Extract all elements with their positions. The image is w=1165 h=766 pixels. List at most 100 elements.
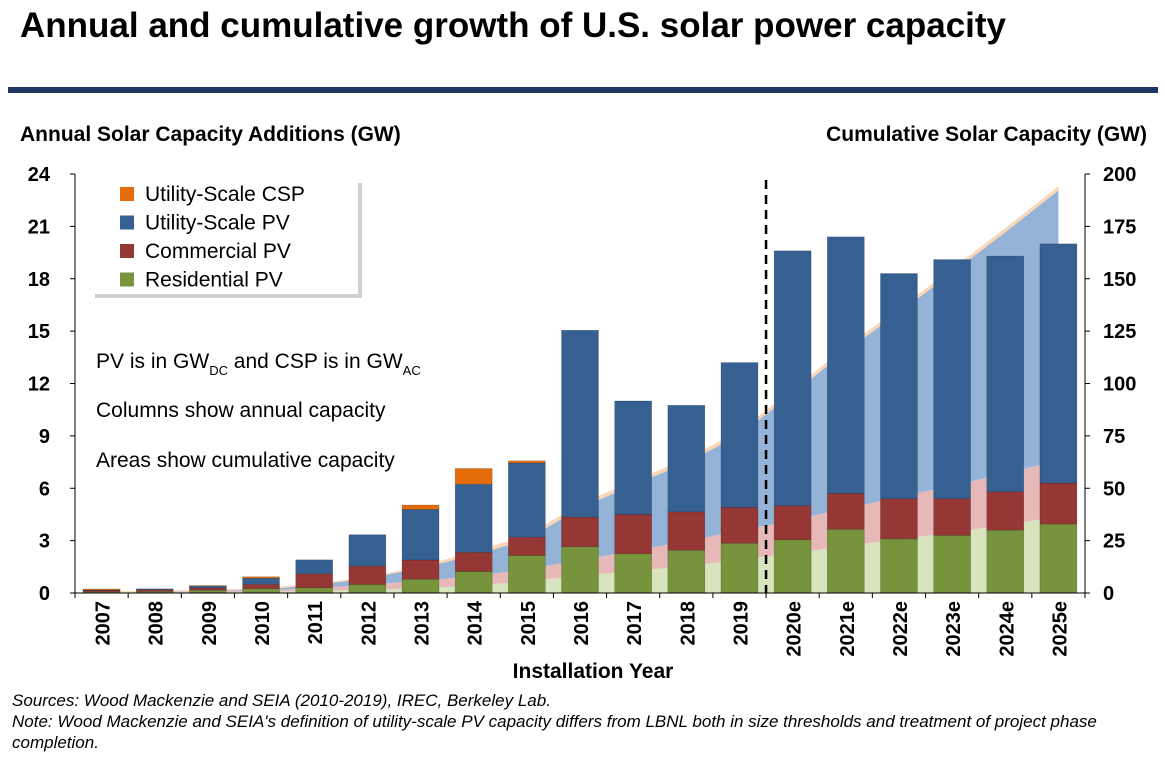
x-tick-label: 2019 [730, 601, 752, 646]
bar-utility-pv-2018 [667, 405, 706, 513]
bar-utility-pv-2023e [933, 259, 971, 500]
bar-utility-csp-2014 [454, 468, 493, 485]
x-tick-label: 2016 [571, 601, 593, 646]
bar-commercial-pv-2016 [561, 516, 599, 548]
bar-residential-pv-2025e [1039, 523, 1078, 594]
bar-commercial-pv-2011 [295, 573, 334, 589]
bar-commercial-pv-2020e [773, 505, 812, 541]
bar-commercial-pv-2015 [508, 536, 546, 556]
bar-utility-pv-2025e [1039, 243, 1078, 484]
bar-commercial-pv-2014 [454, 552, 493, 572]
bar-residential-pv-2015 [508, 555, 546, 594]
bar-residential-pv-2019 [720, 542, 759, 594]
x-axis-title: Installation Year [513, 660, 674, 683]
right-tick-label: 150 [1103, 269, 1136, 291]
bar-utility-pv-2020e [773, 250, 812, 507]
x-tick-label: 2020e [784, 601, 806, 657]
bar-residential-pv-2018 [667, 549, 706, 594]
bar-residential-pv-2010 [242, 588, 280, 594]
left-tick-label: 24 [28, 164, 51, 186]
bar-utility-csp-2007 [82, 588, 121, 591]
right-tick-label: 50 [1103, 478, 1125, 500]
legend-swatch [120, 187, 134, 201]
bar-commercial-pv-2017 [614, 514, 652, 555]
left-tick-label: 12 [28, 374, 50, 396]
bar-utility-pv-2016 [561, 329, 599, 518]
bar-utility-pv-2021e [826, 236, 865, 494]
right-tick-label: 0 [1103, 583, 1114, 605]
x-tick-label: 2010 [252, 601, 274, 646]
definition-note: Note: Wood Mackenzie and SEIA's definiti… [12, 712, 1097, 752]
bar-utility-pv-2010 [242, 577, 280, 585]
left-tick-label: 0 [39, 583, 50, 605]
left-axis-title: Annual Solar Capacity Additions (GW) [20, 123, 401, 146]
bar-utility-pv-2017 [614, 400, 652, 515]
bar-commercial-pv-2012 [348, 565, 387, 585]
area-utility-pv [101, 190, 1059, 593]
bar-utility-pv-2007 [82, 589, 121, 591]
x-tick-label: 2013 [412, 601, 434, 646]
x-tick-label: 2017 [624, 601, 646, 646]
bar-utility-pv-2011 [295, 559, 334, 575]
bar-residential-pv-2024e [986, 529, 1025, 594]
bar-utility-csp-2009 [189, 585, 227, 587]
bar-commercial-pv-2025e [1039, 482, 1078, 525]
legend-swatch [120, 244, 134, 258]
tick-labels: 0 3 6 9 12 15 18 21 24 0 25 50 75 100 125 150 175 200 2007… [28, 164, 1137, 657]
left-tick-label: 6 [39, 478, 50, 500]
x-tick-label: 2014 [465, 600, 487, 645]
bar-residential-pv-2020e [773, 539, 812, 594]
bar-commercial-pv-2013 [401, 559, 440, 580]
x-tick-label: 2012 [358, 601, 380, 646]
columns-note: Columns show annual capacity [96, 399, 386, 422]
x-tick-label: 2018 [677, 601, 699, 646]
bar-commercial-pv-2023e [933, 498, 971, 536]
units-note: PV is in GWDC and CSP is in GWAC [96, 350, 421, 378]
bar-residential-pv-2016 [561, 546, 599, 594]
right-tick-label: 175 [1103, 216, 1136, 238]
chart-annotations: PV is in GWDC and CSP is in GWAC Columns… [96, 350, 421, 472]
x-tick-label: 2025e [1049, 601, 1071, 657]
x-tick-label: 2011 [305, 601, 327, 644]
bar-commercial-pv-2018 [667, 511, 706, 551]
bar-residential-pv-2012 [348, 584, 387, 594]
bar-utility-csp-2010 [242, 576, 280, 579]
right-tick-label: 125 [1103, 321, 1136, 343]
legend-label: Commercial PV [145, 240, 291, 263]
x-tick-label: 2007 [93, 601, 115, 646]
bar-commercial-pv-2009 [189, 587, 227, 591]
bar-utility-pv-2012 [348, 534, 387, 567]
x-tick-label: 2008 [146, 601, 168, 646]
x-tick-label: 2023e [943, 601, 965, 657]
legend-label: Residential PV [145, 269, 283, 292]
bar-utility-pv-2015 [508, 462, 546, 538]
legend-label: Utility-Scale PV [145, 212, 290, 235]
left-tick-label: 9 [39, 426, 50, 448]
bar-commercial-pv-2021e [826, 493, 865, 530]
left-tick-label: 21 [28, 216, 50, 238]
legend-swatch [120, 215, 134, 230]
bar-residential-pv-2023e [933, 535, 971, 594]
bar-utility-pv-2024e [986, 255, 1025, 493]
legend-swatch [120, 272, 134, 287]
x-tick-label: 2022e [890, 601, 912, 657]
bar-commercial-pv-2024e [986, 491, 1025, 531]
x-tick-label: 2009 [199, 601, 221, 646]
right-tick-label: 200 [1103, 164, 1136, 186]
annual-columns [82, 236, 1078, 594]
bar-commercial-pv-2019 [720, 507, 759, 544]
left-tick-label: 18 [28, 269, 50, 291]
left-tick-label: 15 [28, 321, 50, 343]
right-axis-title: Cumulative Solar Capacity (GW) [826, 123, 1147, 146]
bar-residential-pv-2013 [401, 578, 440, 594]
bar-residential-pv-2021e [826, 528, 865, 594]
legend-label: Utility-Scale CSP [145, 183, 305, 206]
bar-residential-pv-2022e [880, 538, 918, 594]
sources-note: Sources: Wood Mackenzie and SEIA (2010-2… [12, 691, 551, 710]
chart-notes: Sources: Wood Mackenzie and SEIA (2010-2… [12, 690, 1152, 753]
bar-utility-csp-2015 [508, 460, 546, 464]
bar-utility-pv-2013 [401, 509, 440, 561]
bar-utility-pv-2019 [720, 362, 759, 508]
bar-commercial-pv-2022e [880, 498, 918, 540]
